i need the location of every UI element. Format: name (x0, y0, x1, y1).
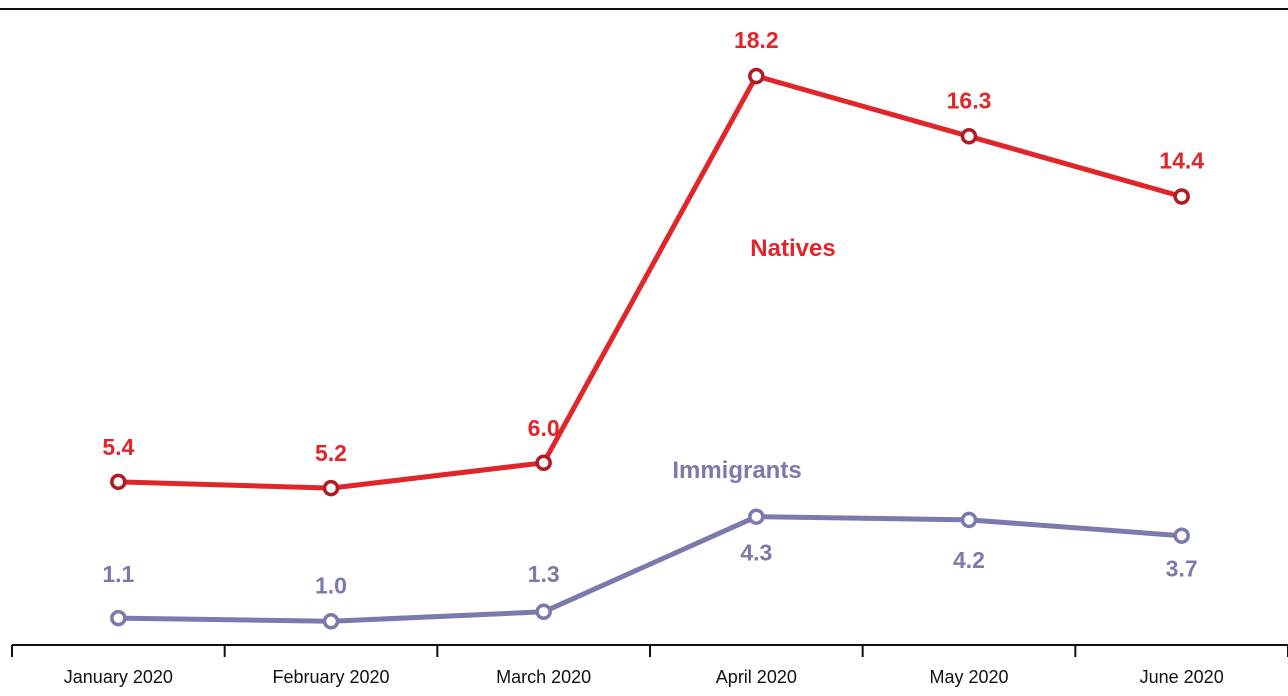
x-axis-tick-labels: January 2020 February 2020 March 2020 April… (64, 667, 1224, 687)
data-point (1173, 188, 1190, 205)
x-tick-label: February 2020 (272, 667, 389, 687)
data-point (748, 67, 765, 85)
data-point (535, 603, 552, 621)
data-label: 5.4 (102, 434, 134, 460)
data-point (1173, 527, 1190, 544)
series-immigrants: 1.1 1.0 1.3 4.3 4.2 3.7 (102, 508, 1198, 630)
series-label-immigrants: Immigrants (672, 457, 801, 484)
data-label: 4.3 (740, 540, 772, 566)
data-label: 14.4 (1159, 148, 1204, 174)
x-tick-label: June 2020 (1140, 667, 1224, 687)
data-label: 6.0 (528, 415, 560, 441)
data-point (960, 128, 978, 145)
data-point (110, 609, 127, 627)
series-line (118, 73, 1183, 491)
data-label: 1.3 (528, 561, 560, 587)
data-label: 4.2 (953, 547, 985, 573)
series-label-natives: Natives (750, 235, 835, 262)
x-tick-label: January 2020 (64, 667, 173, 687)
data-point (748, 508, 765, 525)
x-tick-label: March 2020 (496, 667, 591, 687)
x-axis-ticks (11, 645, 1288, 657)
data-label: 16.3 (947, 87, 992, 113)
series-natives: 5.4 5.2 6.0 18.2 16.3 14.4 (102, 27, 1204, 497)
x-tick-label: May 2020 (929, 667, 1008, 687)
data-point (322, 479, 340, 497)
x-tick-label: April 2020 (716, 667, 797, 687)
series-line (118, 514, 1182, 624)
data-point (535, 454, 552, 472)
data-label: 1.0 (315, 572, 347, 598)
data-label: 3.7 (1166, 556, 1198, 582)
data-point (322, 613, 340, 630)
data-label: 18.2 (734, 27, 779, 53)
data-point (960, 511, 978, 529)
data-label: 5.2 (315, 440, 347, 466)
data-label: 1.1 (102, 561, 134, 587)
data-point (110, 473, 127, 491)
series-layer: 5.4 5.2 6.0 18.2 16.3 14.4 1.1 1.0 1.3 4.3 4.2 3.7 (102, 27, 1204, 630)
